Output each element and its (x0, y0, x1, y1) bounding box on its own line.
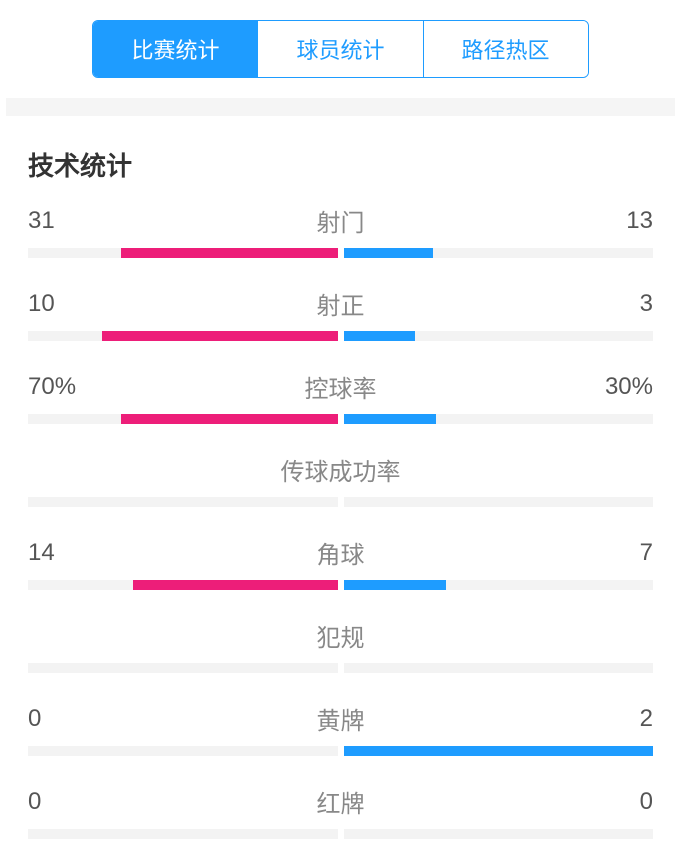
stat-row: 31射门13 (28, 203, 653, 258)
stat-bar-right-fill (344, 746, 654, 756)
stat-bar-right-track (344, 829, 654, 839)
stat-row: 传球成功率 (28, 452, 653, 507)
stat-header: 犯规 (28, 618, 653, 653)
stat-bar-left-track (28, 580, 338, 590)
stat-bar-left-track (28, 746, 338, 756)
tab-heatmap[interactable]: 路径热区 (424, 21, 588, 77)
stat-value-left: 14 (28, 539, 88, 567)
stat-value-right: 3 (593, 290, 653, 318)
stat-header: 70%控球率30% (28, 369, 653, 404)
stat-bar-left-track (28, 829, 338, 839)
stat-header: 0黄牌2 (28, 701, 653, 736)
stat-value-left: 0 (28, 788, 88, 816)
stat-label: 角球 (88, 535, 593, 570)
stat-row: 14角球7 (28, 535, 653, 590)
stat-value-right: 0 (593, 788, 653, 816)
stat-bar-container (28, 746, 653, 756)
stat-label: 红牌 (88, 784, 593, 819)
stat-bar-right-track (344, 248, 654, 258)
stat-header: 传球成功率 (28, 452, 653, 487)
stat-bar-right-track (344, 497, 654, 507)
stat-bar-left-fill (121, 414, 338, 424)
stat-row: 0黄牌2 (28, 701, 653, 756)
stat-label: 黄牌 (88, 701, 593, 736)
stat-bar-right-fill (344, 580, 446, 590)
stat-label: 犯规 (88, 618, 593, 653)
stat-bar-left-fill (121, 248, 338, 258)
stat-bar-left-fill (102, 331, 337, 341)
stat-value-left: 70% (28, 373, 88, 401)
stat-label: 传球成功率 (88, 452, 593, 487)
stat-bar-container (28, 663, 653, 673)
stat-bar-right-fill (344, 248, 434, 258)
stat-bar-right-track (344, 414, 654, 424)
tabs-section: 比赛统计 球员统计 路径热区 (0, 0, 681, 98)
stat-bar-container (28, 829, 653, 839)
stat-bar-right-track (344, 580, 654, 590)
stat-bar-left-track (28, 414, 338, 424)
stat-row: 犯规 (28, 618, 653, 673)
stat-bar-right-fill (344, 414, 437, 424)
tab-group: 比赛统计 球员统计 路径热区 (92, 20, 588, 78)
stat-bar-container (28, 331, 653, 341)
stat-value-right: 2 (593, 705, 653, 733)
stat-label: 控球率 (88, 369, 593, 404)
stat-bar-left-fill (133, 580, 337, 590)
stat-value-right: 7 (593, 539, 653, 567)
stat-label: 射门 (88, 203, 593, 238)
stat-bar-container (28, 248, 653, 258)
stat-bar-right-track (344, 663, 654, 673)
stat-value-left: 10 (28, 290, 88, 318)
stat-bar-left-track (28, 331, 338, 341)
stat-value-left: 31 (28, 207, 88, 235)
stat-header: 31射门13 (28, 203, 653, 238)
tab-match-stats[interactable]: 比赛统计 (93, 21, 258, 77)
stat-value-left: 0 (28, 705, 88, 733)
stat-label: 射正 (88, 286, 593, 321)
stat-row: 70%控球率30% (28, 369, 653, 424)
stat-row: 0红牌0 (28, 784, 653, 839)
stat-value-right: 13 (593, 207, 653, 235)
stat-header: 0红牌0 (28, 784, 653, 819)
stat-bar-right-fill (344, 331, 415, 341)
stat-bar-left-track (28, 497, 338, 507)
stat-bar-left-track (28, 248, 338, 258)
stat-row: 10射正3 (28, 286, 653, 341)
section-divider (6, 98, 675, 116)
stat-value-right: 30% (593, 373, 653, 401)
main-container: 比赛统计 球员统计 路径热区 技术统计 31射门13 10射正3 70%控球率30%… (0, 0, 681, 839)
stat-bar-container (28, 580, 653, 590)
stat-bar-right-track (344, 331, 654, 341)
tab-player-stats[interactable]: 球员统计 (258, 21, 423, 77)
stat-bar-container (28, 497, 653, 507)
stat-header: 10射正3 (28, 286, 653, 321)
section-title: 技术统计 (0, 116, 681, 203)
stat-bar-left-track (28, 663, 338, 673)
stat-header: 14角球7 (28, 535, 653, 570)
stat-bar-container (28, 414, 653, 424)
stats-list: 31射门1310射正370%控球率30%传球成功率14角球7犯规0黄牌20红牌0 (0, 203, 681, 839)
stat-bar-right-track (344, 746, 654, 756)
